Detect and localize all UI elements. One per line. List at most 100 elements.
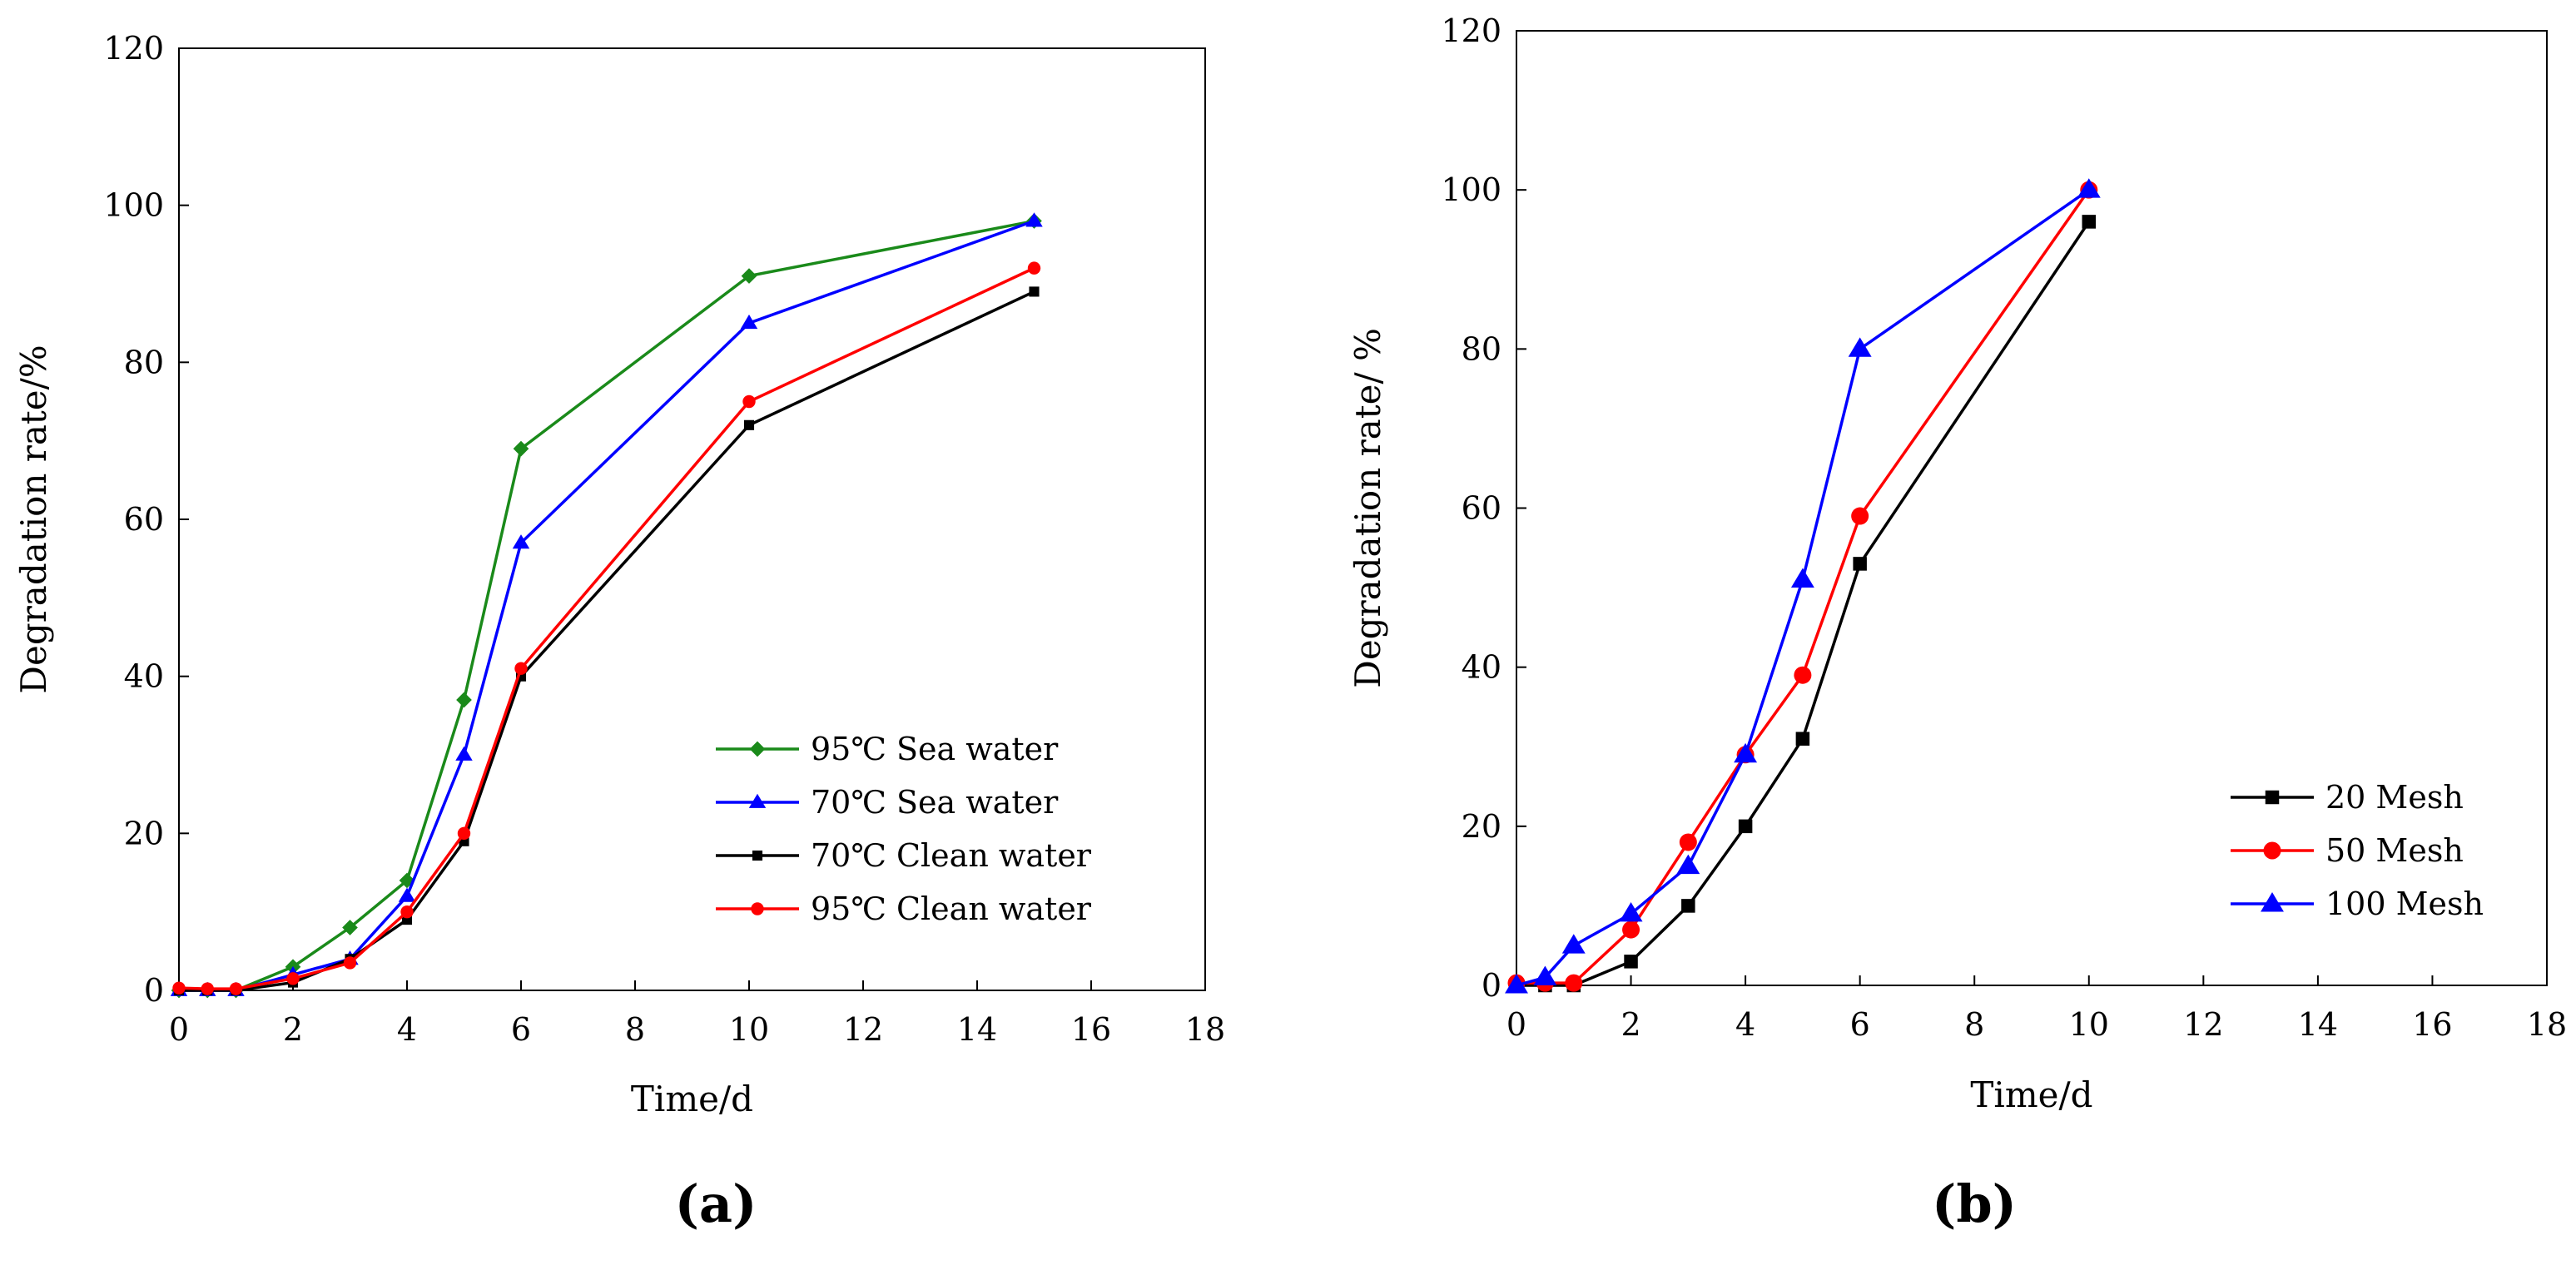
x-tick-label: 4	[397, 1011, 417, 1048]
data-point	[457, 826, 471, 841]
data-point	[1027, 261, 1041, 275]
y-tick-label: 0	[1482, 967, 1501, 1004]
legend-label: 70℃ Sea water	[811, 784, 1059, 821]
data-point	[2077, 178, 2101, 198]
legend-marker	[748, 793, 767, 808]
x-axis-title: Time/d	[631, 1079, 753, 1119]
y-tick-label: 100	[103, 187, 164, 224]
data-point	[1561, 934, 1586, 954]
x-tick-label: 6	[511, 1011, 531, 1048]
data-point	[1619, 902, 1643, 922]
x-tick-label: 0	[1506, 1006, 1526, 1043]
y-tick-label: 40	[1462, 649, 1501, 686]
y-tick-label: 120	[103, 30, 164, 67]
data-point	[342, 920, 358, 935]
series-4	[172, 261, 1041, 995]
legend-marker	[2261, 892, 2284, 912]
legend-marker	[752, 850, 763, 861]
y-tick-label: 0	[144, 972, 164, 1009]
data-point	[1790, 568, 1814, 588]
y-tick-label: 80	[124, 344, 164, 380]
data-point	[399, 872, 415, 889]
x-axis-title: Time/d	[1970, 1074, 2092, 1115]
data-point	[1029, 286, 1040, 297]
data-point	[743, 419, 755, 430]
x-tick-label: 2	[283, 1011, 303, 1048]
x-tick-label: 8	[625, 1011, 645, 1048]
data-point	[172, 981, 186, 995]
legend: 20 Mesh 50 Mesh 100 Mesh	[2231, 779, 2484, 922]
data-point	[398, 887, 416, 902]
x-tick-label: 14	[957, 1011, 997, 1048]
panel-label: (b)	[1932, 1173, 2017, 1234]
y-axis-title: Degradation rate/ %	[1348, 328, 1388, 688]
data-point	[343, 956, 357, 970]
legend-label: 95℃ Clean water	[811, 891, 1092, 927]
data-point	[1851, 507, 1869, 525]
y-tick-label: 20	[1462, 808, 1501, 845]
data-point	[1795, 732, 1810, 746]
x-tick-label: 12	[2183, 1006, 2223, 1043]
panel-label: (a)	[675, 1173, 757, 1234]
x-tick-label: 4	[1735, 1006, 1755, 1043]
data-point	[1794, 666, 1812, 684]
y-tick-label: 60	[124, 501, 164, 538]
data-point	[456, 692, 472, 708]
legend-label: 50 Mesh	[2325, 832, 2464, 869]
y-tick-label: 100	[1441, 171, 1501, 208]
legend-marker	[751, 902, 764, 915]
x-tick-label: 16	[1071, 1011, 1111, 1048]
x-tick-label: 8	[1964, 1006, 1984, 1043]
legend-label: 20 Mesh	[2325, 779, 2464, 816]
data-point	[740, 314, 758, 330]
x-tick-label: 16	[2412, 1006, 2452, 1043]
x-tick-label: 14	[2298, 1006, 2338, 1043]
x-tick-label: 10	[2069, 1006, 2109, 1043]
y-tick-label: 40	[124, 658, 164, 695]
x-tick-label: 10	[729, 1011, 769, 1048]
data-point	[286, 972, 300, 985]
data-point	[229, 982, 243, 995]
legend-label: 95℃ Sea water	[811, 731, 1059, 767]
x-tick-label: 2	[1621, 1006, 1640, 1043]
chart-panel-1: 0 20 40 60 80 100 120 0 2 4 6 8 10 12 14 16 18 Time/d Degr…	[13, 30, 1225, 1234]
legend-label: 70℃ Clean water	[811, 837, 1092, 874]
data-point	[1738, 819, 1753, 834]
data-point	[1533, 965, 1557, 985]
x-tick-label: 12	[843, 1011, 883, 1048]
chart-panel-2: 0 20 40 60 80 100 120 0 2 4 6 8 10 12 14 16 18 Time/d Degr…	[1348, 12, 2567, 1234]
data-point	[455, 746, 473, 761]
y-axis-title: Degradation rate/%	[13, 345, 54, 693]
y-tick-label: 80	[1462, 330, 1501, 367]
data-point	[1622, 920, 1640, 939]
legend: 95℃ Sea water 70℃ Sea water 70℃ Clean wate…	[716, 731, 1092, 927]
x-tick-label: 18	[2527, 1006, 2567, 1043]
data-point	[513, 440, 529, 457]
data-point	[201, 982, 214, 995]
series-line	[179, 290, 1035, 992]
series-line	[178, 266, 1035, 990]
series-3	[1505, 178, 2101, 994]
data-point	[2082, 215, 2097, 229]
data-point	[1676, 854, 1700, 875]
data-point	[1734, 742, 1758, 763]
data-point	[1681, 899, 1695, 913]
data-point	[1505, 974, 1528, 994]
legend-marker	[749, 741, 766, 757]
y-tick-label: 60	[1462, 490, 1501, 527]
data-point	[1565, 974, 1583, 992]
data-point	[742, 394, 756, 409]
data-point	[1848, 337, 1872, 357]
legend-marker	[2265, 790, 2280, 805]
data-point	[512, 534, 530, 549]
data-point	[741, 268, 757, 284]
legend-marker	[2263, 841, 2281, 860]
data-point	[400, 905, 414, 919]
y-tick-label: 20	[124, 815, 164, 851]
data-point	[1853, 557, 1867, 571]
data-point	[1624, 955, 1638, 969]
data-point	[514, 662, 528, 675]
y-tick-label: 120	[1441, 12, 1501, 49]
